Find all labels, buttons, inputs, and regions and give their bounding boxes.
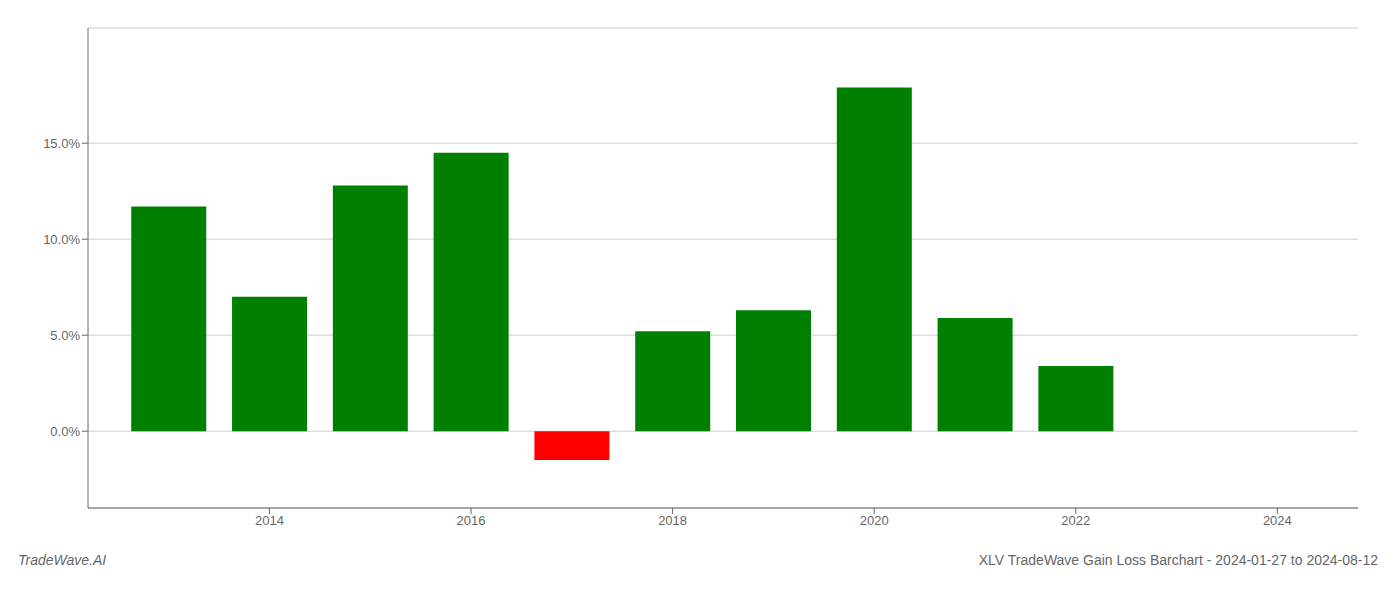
svg-text:2014: 2014 bbox=[255, 513, 284, 528]
svg-text:15.0%: 15.0% bbox=[43, 136, 80, 151]
svg-text:5.0%: 5.0% bbox=[50, 328, 80, 343]
svg-text:2018: 2018 bbox=[658, 513, 687, 528]
svg-text:2020: 2020 bbox=[860, 513, 889, 528]
svg-text:2022: 2022 bbox=[1061, 513, 1090, 528]
svg-text:10.0%: 10.0% bbox=[43, 232, 80, 247]
html-text:TradeWave.AI: TradeWave.AI bbox=[18, 552, 107, 568]
svg-text:0.0%: 0.0% bbox=[50, 424, 80, 439]
html-text:XLV TradeWave Gain Loss Barcha: XLV TradeWave Gain Loss Barchart - 2024-… bbox=[978, 552, 1378, 568]
svg-text:2024: 2024 bbox=[1263, 513, 1292, 528]
svg-text:2016: 2016 bbox=[457, 513, 486, 528]
